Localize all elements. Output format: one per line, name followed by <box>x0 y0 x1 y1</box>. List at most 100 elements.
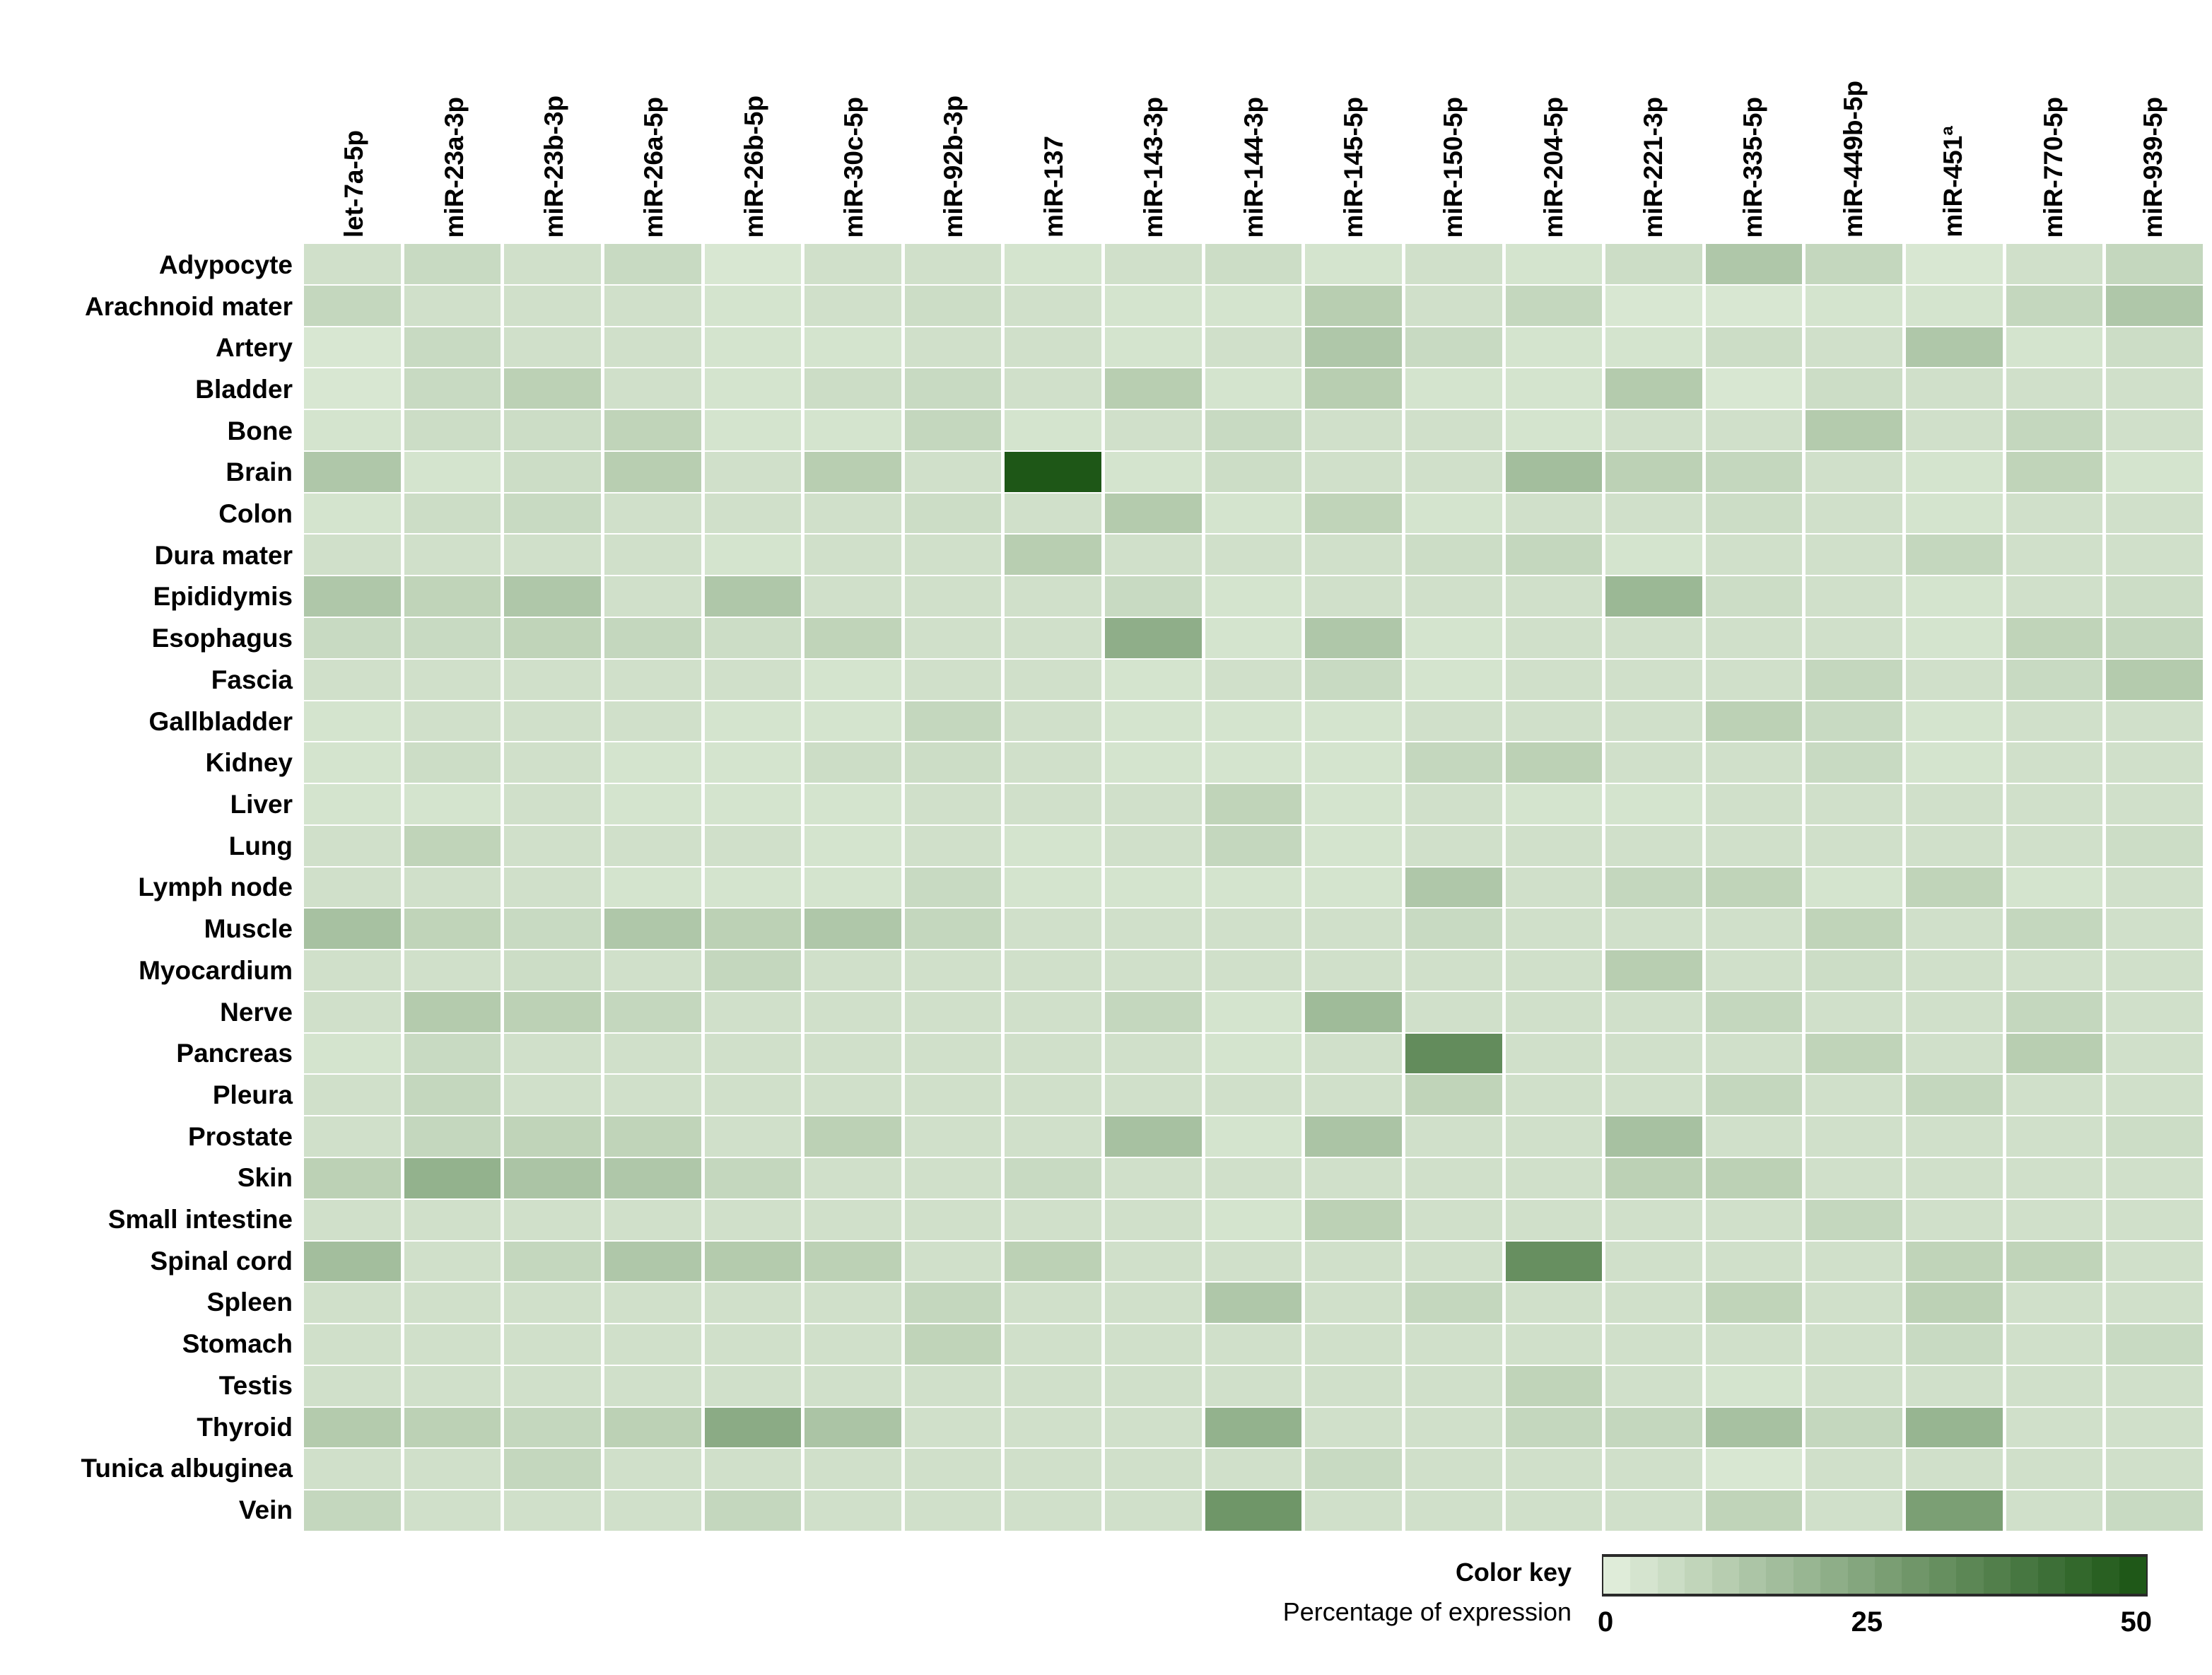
heatmap-cell <box>304 867 401 908</box>
heatmap-cell <box>304 1116 401 1157</box>
heatmap-cell <box>404 1075 501 1116</box>
heatmap-cell <box>2106 1075 2203 1116</box>
heatmap-cell <box>1305 784 1402 824</box>
column-label-text: miR-150-5p <box>1439 96 1468 238</box>
color-key-gradient <box>1602 1554 2148 1597</box>
heatmap-cell <box>1105 1283 1202 1324</box>
heatmap-cell <box>1605 1033 1702 1074</box>
heatmap-cell <box>2106 1407 2203 1448</box>
heatmap-cell <box>1005 410 1102 450</box>
heatmap-cell <box>404 1490 501 1531</box>
heatmap-cell <box>604 535 701 576</box>
heatmap-cell <box>604 368 701 409</box>
color-key-tick-max: 50 <box>2120 1606 2153 1638</box>
heatmap-cell <box>804 1407 901 1448</box>
heatmap-cell <box>1405 1033 1502 1074</box>
heatmap-cell <box>1405 1158 1502 1198</box>
heatmap-cell <box>1906 1324 2003 1365</box>
heatmap-cell <box>604 909 701 950</box>
heatmap-cell <box>904 784 1002 824</box>
heatmap-cell <box>2006 576 2103 617</box>
heatmap-cell <box>1105 576 1202 617</box>
heatmap-cell <box>1405 1449 1502 1490</box>
heatmap-cell <box>1205 909 1302 950</box>
heatmap-cell <box>1305 285 1402 326</box>
heatmap-cell <box>1305 1407 1402 1448</box>
heatmap-cell <box>1806 742 1903 783</box>
heatmap-cell <box>404 950 501 991</box>
heatmap-cell <box>404 1033 501 1074</box>
heatmap-cell <box>1005 867 1102 908</box>
heatmap-cell <box>1005 784 1102 824</box>
heatmap-cell <box>504 701 601 742</box>
color-key-gradient-step <box>1739 1557 1767 1594</box>
column-label: miR-26b-5p <box>704 0 804 238</box>
heatmap-cell <box>904 1116 1002 1157</box>
heatmap-cell <box>1005 535 1102 576</box>
heatmap-cell <box>604 1241 701 1282</box>
heatmap-cell <box>1605 825 1702 866</box>
heatmap-cell <box>1605 1365 1702 1406</box>
heatmap-cell <box>904 991 1002 1032</box>
heatmap-cell <box>304 1490 401 1531</box>
heatmap-cell <box>804 950 901 991</box>
heatmap-cell <box>2106 576 2203 617</box>
heatmap-cell <box>604 285 701 326</box>
heatmap-cell <box>2006 1449 2103 1490</box>
heatmap-cell <box>1105 991 1202 1032</box>
heatmap-cell <box>504 493 601 534</box>
color-key-gradient-step <box>1793 1557 1821 1594</box>
heatmap-cell <box>804 451 901 492</box>
heatmap-cell <box>1205 1116 1302 1157</box>
heatmap-cell <box>1105 327 1202 368</box>
heatmap-cell <box>1806 784 1903 824</box>
heatmap-cell <box>1405 991 1502 1032</box>
heatmap-cell <box>1105 1033 1202 1074</box>
heatmap-cell <box>2106 659 2203 700</box>
heatmap-cell <box>2006 1075 2103 1116</box>
heatmap-cell <box>2106 1116 2203 1157</box>
heatmap-cell <box>404 1365 501 1406</box>
heatmap-cell <box>604 1490 701 1531</box>
heatmap-cell <box>804 742 901 783</box>
row-label: Stomach <box>182 1329 293 1359</box>
heatmap-cell <box>304 493 401 534</box>
heatmap-cell <box>1906 451 2003 492</box>
heatmap-cell <box>1906 1449 2003 1490</box>
heatmap-cell <box>904 244 1002 284</box>
heatmap-cell <box>1405 1324 1502 1365</box>
heatmap-cell <box>804 784 901 824</box>
color-key-gradient-step <box>1711 1557 1740 1594</box>
row-label: Liver <box>230 789 293 819</box>
heatmap-cell <box>404 493 501 534</box>
heatmap-cell <box>1705 1075 1803 1116</box>
heatmap-cell <box>604 493 701 534</box>
heatmap-cell <box>1705 701 1803 742</box>
heatmap-cell <box>404 1199 501 1240</box>
heatmap-cell <box>1205 576 1302 617</box>
heatmap-cell <box>804 1199 901 1240</box>
heatmap-cell <box>1806 327 1903 368</box>
heatmap-cell <box>304 701 401 742</box>
row-label: Tunica albuginea <box>81 1454 293 1483</box>
heatmap-cell <box>304 1199 401 1240</box>
heatmap-cell <box>304 617 401 658</box>
column-labels: let-7a-5p miR-23a-3p miR-23b-3p miR-26a-5p m… <box>304 0 2203 238</box>
heatmap-cell <box>704 1199 802 1240</box>
heatmap-cell <box>404 1241 501 1282</box>
heatmap-cell <box>1605 1199 1702 1240</box>
heatmap-cell <box>1105 659 1202 700</box>
heatmap-cell <box>404 659 501 700</box>
heatmap-cell <box>304 991 401 1032</box>
column-label: miR-221-3p <box>1603 0 1703 238</box>
heatmap-cell <box>304 1158 401 1198</box>
heatmap-cell <box>504 1241 601 1282</box>
heatmap-cell <box>1705 1116 1803 1157</box>
heatmap-cell <box>1505 950 1603 991</box>
heatmap-cell <box>1705 1241 1803 1282</box>
column-label: miR-92b-3p <box>903 0 1003 238</box>
heatmap-cell <box>1806 368 1903 409</box>
heatmap-cell <box>1605 368 1702 409</box>
color-key-title: Color key <box>1455 1558 1572 1587</box>
heatmap-cell <box>704 1324 802 1365</box>
